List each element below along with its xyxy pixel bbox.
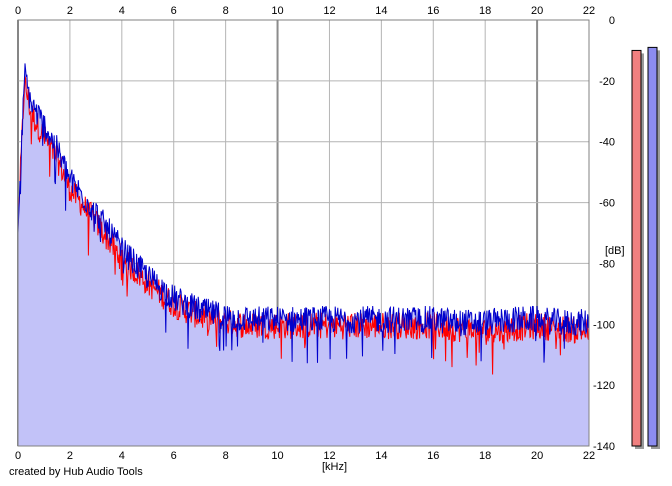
x-tick-bottom-3: 6 xyxy=(171,450,177,462)
x-tick-top-8: 16 xyxy=(427,5,439,17)
x-tick-top-4: 8 xyxy=(223,5,229,17)
x-unit-label: [kHz] xyxy=(322,461,347,473)
x-tick-top-6: 12 xyxy=(323,5,335,17)
y-tick-4: -80 xyxy=(599,258,615,270)
level-meters xyxy=(631,46,660,450)
x-tick-top-2: 4 xyxy=(119,5,125,17)
x-tick-top-5: 10 xyxy=(271,5,283,17)
level-meter-0 xyxy=(631,49,642,447)
x-tick-top-7: 14 xyxy=(375,5,387,17)
y-tick-1: -20 xyxy=(599,76,615,88)
spectrum-area-fill xyxy=(18,63,589,447)
x-tick-bottom-5: 10 xyxy=(271,450,283,462)
x-tick-bottom-8: 16 xyxy=(427,450,439,462)
x-tick-top-10: 20 xyxy=(531,5,543,17)
x-ticks-top: 0 2 4 6 8 10 12 14 16 18 20 22 xyxy=(15,5,595,17)
x-tick-bottom-4: 8 xyxy=(223,450,229,462)
y-tick-6: -120 xyxy=(593,380,615,392)
plot-frame xyxy=(17,19,590,447)
series-blue-line xyxy=(17,63,590,364)
x-tick-top-0: 0 xyxy=(15,5,21,17)
y-ticks: 0 -20 -40 -60 -80 -100 -120 -140 xyxy=(593,15,615,453)
level-meter-1 xyxy=(647,46,658,447)
x-tick-bottom-2: 4 xyxy=(119,450,125,462)
y-tick-3: -60 xyxy=(599,198,615,210)
x-tick-top-3: 6 xyxy=(171,5,177,17)
y-tick-0: 0 xyxy=(609,15,615,27)
x-tick-bottom-9: 18 xyxy=(479,450,491,462)
y-tick-2: -40 xyxy=(599,137,615,149)
x-tick-top-9: 18 xyxy=(479,5,491,17)
x-tick-bottom-11: 22 xyxy=(583,450,595,462)
y-tick-7: -140 xyxy=(593,441,615,453)
credit-text: created by Hub Audio Tools xyxy=(9,466,143,478)
x-tick-bottom-7: 14 xyxy=(375,450,387,462)
x-tick-top-11: 22 xyxy=(583,5,595,17)
y-tick-5: -100 xyxy=(593,319,615,331)
y-unit-label: [dB] xyxy=(605,245,625,257)
x-tick-bottom-0: 0 xyxy=(15,450,21,462)
x-tick-bottom-6: 12 xyxy=(323,450,335,462)
x-ticks-bottom: 0 2 4 6 8 10 12 14 16 18 20 22 xyxy=(15,450,595,462)
x-tick-top-1: 2 xyxy=(67,5,73,17)
x-tick-bottom-10: 20 xyxy=(531,450,543,462)
x-tick-bottom-1: 2 xyxy=(67,450,73,462)
